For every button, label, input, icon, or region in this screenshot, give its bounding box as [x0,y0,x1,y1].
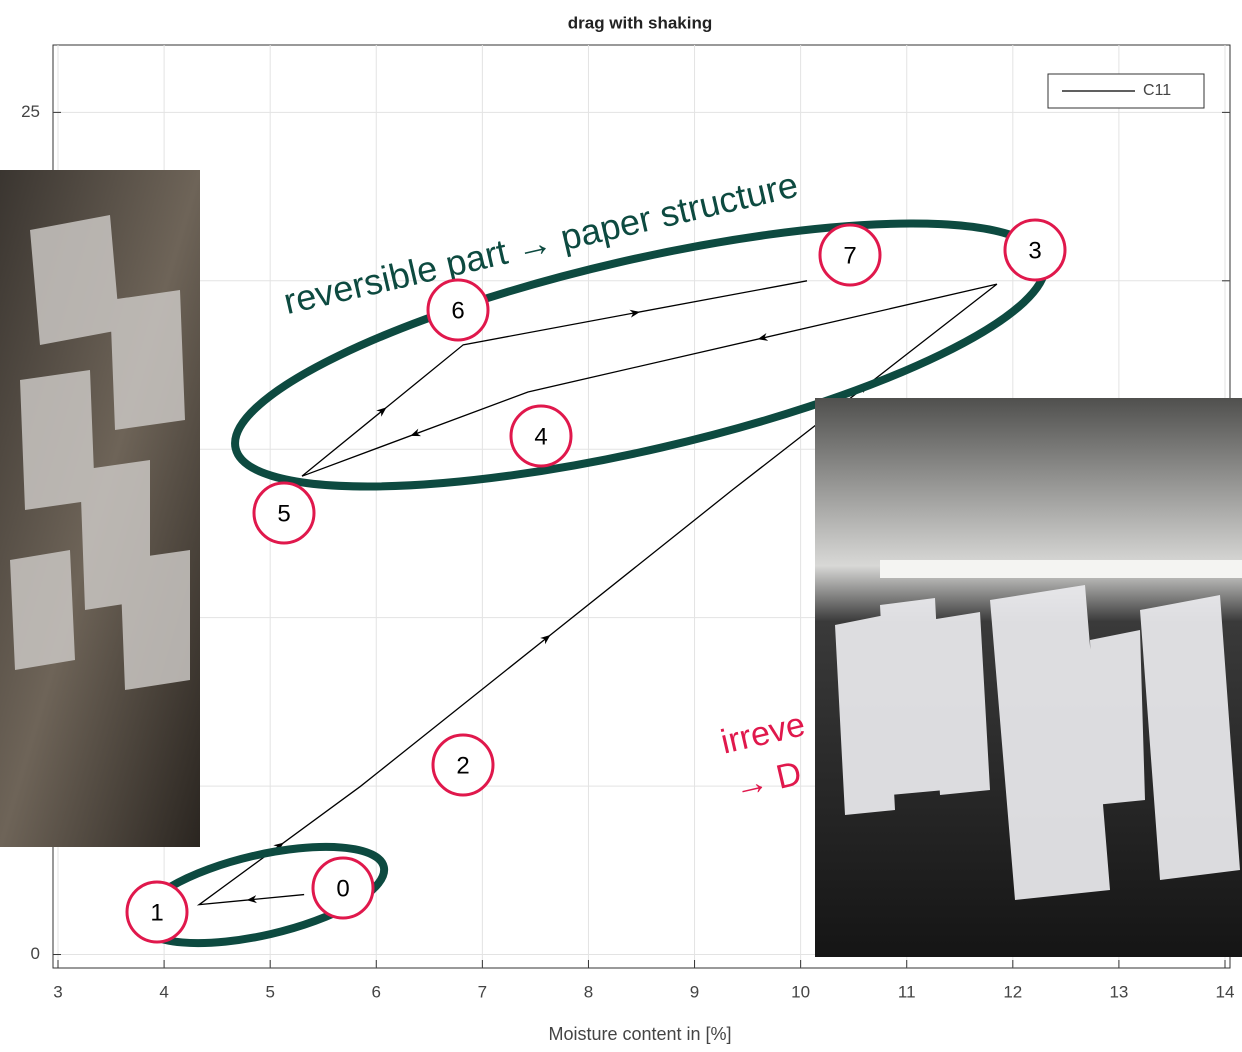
x-tick-label: 9 [690,982,699,1001]
y-tick-label: 25 [21,102,40,121]
x-tick-label: 12 [1003,982,1022,1001]
x-axis-label: Moisture content in [%] [548,1024,731,1044]
point-label: 7 [843,242,856,269]
x-tick-label: 4 [159,982,168,1001]
photo-left [0,170,200,847]
x-tick-label: 13 [1109,982,1128,1001]
x-tick-label: 3 [53,982,62,1001]
photo-right [815,398,1242,957]
x-tick-label: 8 [584,982,593,1001]
x-tick-label: 7 [478,982,487,1001]
point-label: 0 [336,875,349,902]
x-tick-label: 6 [372,982,381,1001]
x-tick-label: 11 [898,982,916,1001]
legend-label: C11 [1143,82,1171,99]
point-label: 1 [150,899,163,926]
point-label: 4 [534,423,547,450]
x-tick-label: 14 [1216,982,1235,1001]
page: 345678910111213140510152025 drag with sh… [0,0,1242,1052]
point-label: 3 [1028,237,1041,264]
point-label: 2 [456,752,469,779]
chart-title: drag with shaking [568,13,713,32]
x-tick-label: 5 [265,982,274,1001]
point-label: 6 [451,297,464,324]
y-tick-label: 0 [31,944,40,963]
point-label: 5 [277,500,290,527]
chart: 345678910111213140510152025 drag with sh… [0,0,1242,1052]
x-tick-label: 10 [791,982,810,1001]
